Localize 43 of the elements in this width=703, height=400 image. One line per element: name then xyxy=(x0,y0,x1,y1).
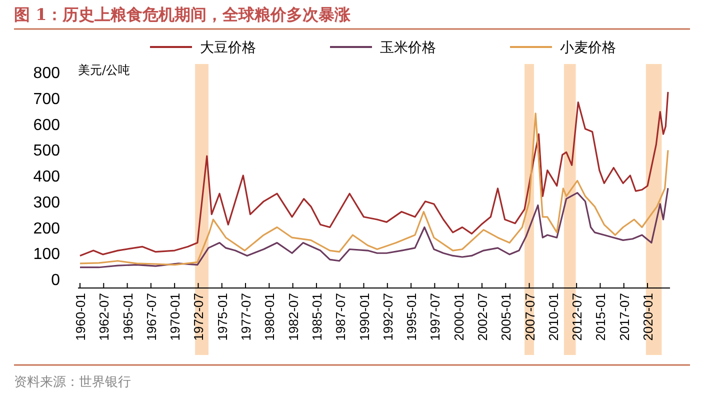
text: 资料来源：世界银行 xyxy=(14,375,131,390)
x-tick-label: 2020-01 xyxy=(640,293,656,341)
y-tick-label: 500 xyxy=(33,142,60,160)
x-tick-label: 1970-01 xyxy=(168,293,183,341)
chart-title: 图 1：历史上粮食危机期间，全球粮价多次暴涨 xyxy=(14,5,352,24)
y-tick-label: 800 xyxy=(33,65,60,82)
x-tick-label: 1975-01 xyxy=(214,293,230,341)
y-axis-title: 美元/公吨 xyxy=(78,63,130,77)
x-tick-label: 1997-07 xyxy=(428,293,443,341)
y-tick-label: 400 xyxy=(33,168,60,186)
legend-label: 玉米价格 xyxy=(380,40,436,56)
x-tick-label: 1982-07 xyxy=(286,293,301,341)
x-tick-label: 1992-07 xyxy=(380,293,396,341)
line-series xyxy=(79,91,669,257)
x-tick-label: 1977-07 xyxy=(238,293,254,341)
y-tick-label: 100 xyxy=(33,246,60,264)
x-tick-label: 1995-01 xyxy=(404,293,420,341)
y-tick-label: 0 xyxy=(51,272,60,289)
x-tick-label: 2007-07 xyxy=(522,293,538,341)
x-tick-label: 1985-01 xyxy=(309,293,324,341)
x-tick-label: 1962-07 xyxy=(96,293,112,341)
y-tick-label: 700 xyxy=(33,90,60,108)
x-tick-label: 1960-01 xyxy=(73,293,88,341)
x-tick-label: 2000-01 xyxy=(451,293,466,341)
x-tick-label: 1967-07 xyxy=(144,293,159,341)
x-tick-label: 1987-07 xyxy=(333,293,348,341)
x-tick-label: 1990-01 xyxy=(356,293,372,341)
x-tick-label: 2015-01 xyxy=(593,293,608,341)
x-tick-label: 2010-01 xyxy=(546,293,561,341)
y-tick-label: 600 xyxy=(33,116,60,134)
x-tick-label: 2012-07 xyxy=(570,293,585,341)
legend-label: 大豆价格 xyxy=(200,40,256,56)
x-tick-label: 1972-07 xyxy=(191,293,206,341)
legend-label: 小麦价格 xyxy=(560,40,616,56)
y-tick-label: 300 xyxy=(33,194,60,212)
line-series xyxy=(79,112,669,266)
x-tick-label: 2005-01 xyxy=(498,293,514,341)
line-series xyxy=(79,187,669,268)
x-tick-label: 2017-07 xyxy=(616,293,632,341)
x-tick-label: 1965-01 xyxy=(120,293,136,341)
y-tick-label: 200 xyxy=(33,220,60,238)
x-tick-label: 1980-01 xyxy=(262,293,278,341)
x-tick-label: 2002-07 xyxy=(474,293,490,341)
